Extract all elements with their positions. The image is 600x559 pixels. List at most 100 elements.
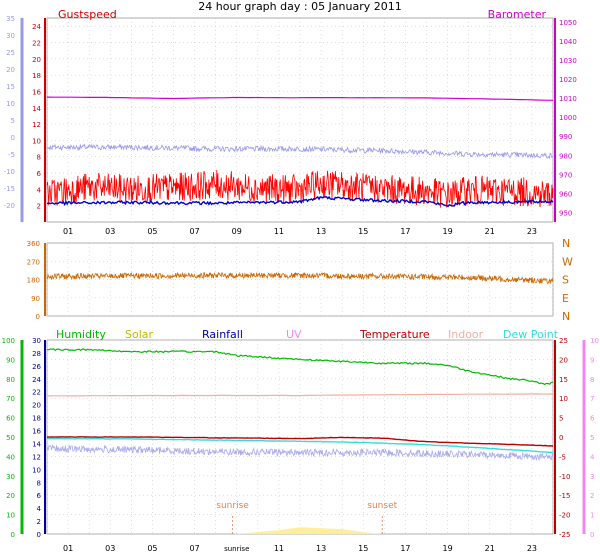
compass-label: W: [562, 255, 573, 268]
solar-area: [232, 527, 383, 534]
compass-label: N: [562, 310, 570, 323]
windspeed-line: [46, 195, 554, 208]
rain-tick-label: 12: [32, 453, 41, 461]
legend-entry: Dew Point: [503, 328, 559, 341]
temperature-tick-label: -15: [559, 492, 570, 500]
wind-direction-trace: [46, 271, 554, 285]
x-tick-label: 01: [63, 227, 73, 236]
x-tick-label: 03: [105, 544, 115, 553]
gust-tick-label: 8: [37, 154, 41, 162]
dew-point-line: [46, 437, 554, 454]
left-outer-tick-label: 25: [6, 49, 15, 57]
rain-tick-label: 2: [37, 518, 41, 526]
gust-tick-label: 2: [37, 203, 41, 211]
rain-tick-label: 30: [32, 337, 41, 345]
uv-tick-label: 1: [590, 512, 594, 520]
x-tick-label: 07: [189, 227, 199, 236]
compass-label: S: [562, 274, 569, 287]
x-tick-label: 23: [527, 544, 537, 553]
temperature-tick-label: -10: [559, 473, 570, 481]
left-outer-tick-label: 30: [6, 32, 15, 40]
barometer-tick-label: 1000: [559, 114, 577, 122]
gustspeed-line: [46, 169, 554, 208]
barometer-tick-label: 990: [559, 133, 572, 141]
humidity-tick-label: 10: [6, 512, 15, 520]
gust-tick-label: 16: [32, 88, 41, 96]
x-tick-label: 11: [274, 227, 284, 236]
x-tick-label: 09: [232, 227, 242, 236]
x-tick-label: 11: [274, 544, 284, 553]
temperature-tick-label: 5: [559, 415, 563, 423]
direction-tick-label: 270: [27, 258, 40, 266]
x-tick-label: 19: [442, 227, 452, 236]
left-outer-tick-label: -15: [4, 185, 15, 193]
x-tick-label: 17: [400, 227, 410, 236]
rain-tick-label: 10: [32, 466, 41, 474]
x-tick-label: 03: [105, 227, 115, 236]
left-outer-tick-label: 20: [6, 66, 15, 74]
barometer-tick-label: 960: [559, 190, 572, 198]
rain-tick-label: 20: [32, 402, 41, 410]
temperature-tick-label: 15: [559, 376, 568, 384]
humidity-tick-label: 80: [6, 376, 15, 384]
left-outer-tick-label: 0: [11, 134, 15, 142]
humidity-line: [47, 348, 554, 386]
temperature-tick-label: 20: [559, 356, 568, 364]
x-tick-label: 07: [189, 544, 199, 553]
sunrise-label: sunrise: [216, 501, 249, 511]
x-tick-label: 05: [147, 227, 157, 236]
uv-tick-label: 3: [590, 473, 594, 481]
humidity-tick-label: 40: [6, 453, 15, 461]
direction-tick-label: 180: [27, 277, 40, 285]
x-tick-label: 01: [63, 544, 73, 553]
temperature-line: [46, 436, 554, 447]
uv-tick-label: 6: [590, 415, 595, 423]
x-tick-label: sunrise: [224, 545, 249, 553]
legend-entry: Solar: [125, 328, 154, 341]
gust-barometer-panel: -20-15-10-505101520253035246810121416182…: [4, 8, 577, 236]
x-tick-label: 15: [358, 544, 368, 553]
uv-tick-label: 0: [590, 531, 594, 539]
humidity-tick-label: 0: [11, 531, 15, 539]
humidity-tick-label: 90: [6, 356, 15, 364]
barometer-tick-label: 1040: [559, 38, 577, 46]
temperature-tick-label: 0: [559, 434, 563, 442]
temperature-tick-label: 10: [559, 395, 568, 403]
direction-tick-label: 360: [27, 240, 40, 248]
direction-tick-label: 90: [31, 295, 40, 303]
gust-tick-label: 12: [32, 121, 41, 129]
x-tick-label: 17: [400, 544, 410, 553]
left-outer-tick-label: -10: [4, 168, 15, 176]
temperature-tick-label: -5: [559, 453, 566, 461]
humidity-tick-label: 30: [6, 473, 15, 481]
rain-tick-label: 16: [32, 428, 41, 436]
rain-tick-label: 22: [32, 389, 41, 397]
barometer-tick-label: 1010: [559, 95, 577, 103]
rain-tick-label: 28: [32, 350, 41, 358]
legend-entry: Humidity: [56, 328, 106, 341]
gustspeed-label: Gustspeed: [58, 8, 117, 21]
gust-tick-label: 6: [37, 170, 42, 178]
gust-tick-label: 18: [32, 72, 41, 80]
legend-entry: Indoor: [448, 328, 484, 341]
temperature-tick-label: -25: [559, 531, 570, 539]
direction-tick-label: 0: [36, 313, 40, 321]
barometer-tick-label: 1050: [559, 19, 577, 27]
gust-tick-label: 20: [32, 56, 41, 64]
indoor-line: [46, 393, 553, 397]
left-outer-tick-label: 15: [6, 83, 15, 91]
rain-tick-label: 24: [32, 376, 41, 384]
barometer-tick-label: 1030: [559, 57, 577, 65]
legend-entry: UV: [286, 328, 302, 341]
barometer-tick-label: 1020: [559, 76, 577, 84]
temperature-tick-label: -20: [559, 512, 570, 520]
left-outer-tick-label: -20: [4, 202, 15, 210]
rain-tick-label: 0: [37, 531, 41, 539]
uv-tick-label: 8: [590, 376, 594, 384]
x-tick-label: 13: [316, 227, 326, 236]
left-outer-tick-label: -5: [8, 151, 15, 159]
uv-tick-label: 4: [590, 453, 595, 461]
